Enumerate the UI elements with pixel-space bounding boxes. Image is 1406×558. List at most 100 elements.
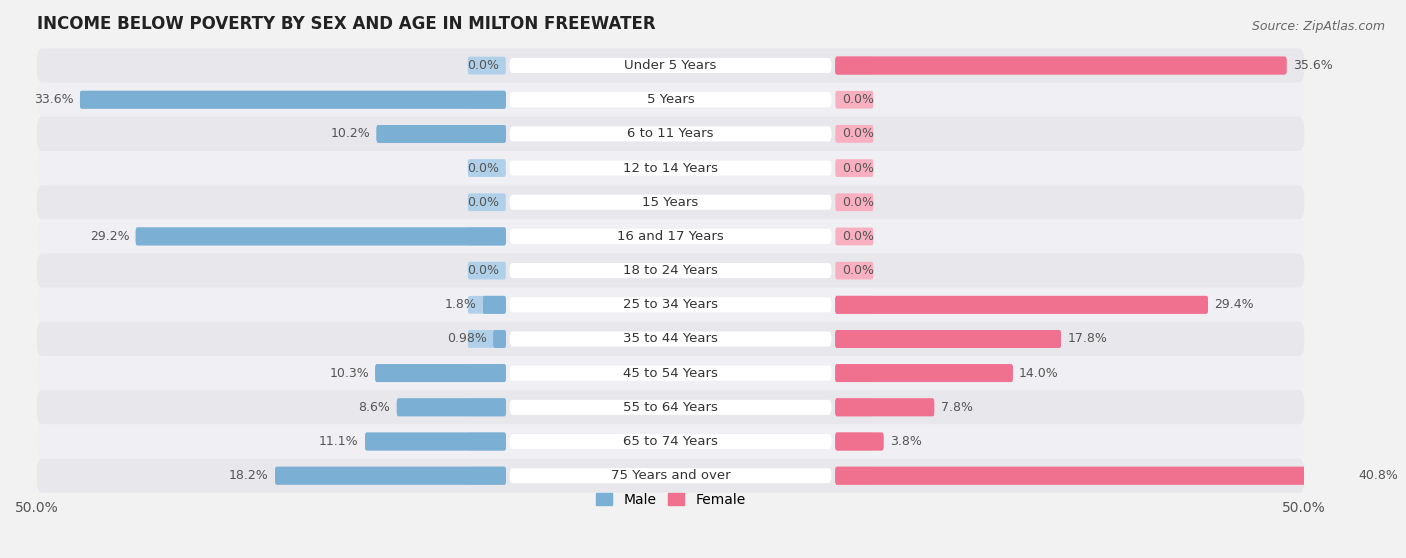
FancyBboxPatch shape bbox=[509, 331, 831, 347]
FancyBboxPatch shape bbox=[37, 49, 1305, 83]
FancyBboxPatch shape bbox=[276, 467, 506, 484]
FancyBboxPatch shape bbox=[835, 432, 883, 450]
FancyBboxPatch shape bbox=[835, 467, 873, 484]
Text: 1.8%: 1.8% bbox=[444, 299, 477, 311]
Text: 75 Years and over: 75 Years and over bbox=[610, 469, 730, 482]
FancyBboxPatch shape bbox=[396, 398, 506, 416]
FancyBboxPatch shape bbox=[509, 161, 831, 176]
FancyBboxPatch shape bbox=[276, 467, 506, 484]
FancyBboxPatch shape bbox=[37, 253, 1305, 288]
FancyBboxPatch shape bbox=[80, 91, 506, 109]
FancyBboxPatch shape bbox=[509, 365, 831, 381]
Text: 0.0%: 0.0% bbox=[842, 230, 873, 243]
FancyBboxPatch shape bbox=[377, 125, 506, 143]
FancyBboxPatch shape bbox=[494, 330, 506, 348]
FancyBboxPatch shape bbox=[136, 228, 506, 246]
FancyBboxPatch shape bbox=[468, 364, 506, 382]
Text: Under 5 Years: Under 5 Years bbox=[624, 59, 717, 72]
Text: 12 to 14 Years: 12 to 14 Years bbox=[623, 162, 718, 175]
FancyBboxPatch shape bbox=[835, 364, 873, 382]
FancyBboxPatch shape bbox=[37, 151, 1305, 185]
Text: Source: ZipAtlas.com: Source: ZipAtlas.com bbox=[1251, 20, 1385, 32]
FancyBboxPatch shape bbox=[375, 364, 506, 382]
FancyBboxPatch shape bbox=[468, 125, 506, 143]
Text: 65 to 74 Years: 65 to 74 Years bbox=[623, 435, 718, 448]
Text: 10.2%: 10.2% bbox=[330, 127, 370, 141]
FancyBboxPatch shape bbox=[835, 262, 873, 280]
Text: 7.8%: 7.8% bbox=[941, 401, 973, 414]
FancyBboxPatch shape bbox=[377, 125, 506, 143]
FancyBboxPatch shape bbox=[468, 432, 506, 450]
FancyBboxPatch shape bbox=[509, 229, 831, 244]
FancyBboxPatch shape bbox=[835, 159, 873, 177]
FancyBboxPatch shape bbox=[468, 262, 506, 280]
FancyBboxPatch shape bbox=[835, 330, 1062, 348]
FancyBboxPatch shape bbox=[468, 57, 506, 74]
FancyBboxPatch shape bbox=[835, 57, 1286, 74]
FancyBboxPatch shape bbox=[835, 296, 1208, 314]
FancyBboxPatch shape bbox=[835, 398, 934, 416]
Text: INCOME BELOW POVERTY BY SEX AND AGE IN MILTON FREEWATER: INCOME BELOW POVERTY BY SEX AND AGE IN M… bbox=[37, 15, 655, 33]
FancyBboxPatch shape bbox=[468, 398, 506, 416]
Text: 18 to 24 Years: 18 to 24 Years bbox=[623, 264, 718, 277]
FancyBboxPatch shape bbox=[835, 194, 873, 211]
FancyBboxPatch shape bbox=[136, 228, 506, 246]
FancyBboxPatch shape bbox=[37, 459, 1305, 493]
FancyBboxPatch shape bbox=[37, 117, 1305, 151]
Text: 40.8%: 40.8% bbox=[1358, 469, 1399, 482]
FancyBboxPatch shape bbox=[835, 91, 873, 109]
Text: 0.0%: 0.0% bbox=[842, 264, 873, 277]
Text: 0.0%: 0.0% bbox=[467, 196, 499, 209]
FancyBboxPatch shape bbox=[468, 228, 506, 246]
FancyBboxPatch shape bbox=[37, 390, 1305, 425]
Text: 0.98%: 0.98% bbox=[447, 333, 486, 345]
FancyBboxPatch shape bbox=[375, 364, 506, 382]
FancyBboxPatch shape bbox=[835, 57, 1286, 74]
FancyBboxPatch shape bbox=[835, 228, 873, 246]
FancyBboxPatch shape bbox=[835, 296, 1208, 314]
Text: 0.0%: 0.0% bbox=[467, 162, 499, 175]
FancyBboxPatch shape bbox=[37, 219, 1305, 253]
FancyBboxPatch shape bbox=[468, 91, 506, 109]
Text: 10.3%: 10.3% bbox=[329, 367, 368, 379]
FancyBboxPatch shape bbox=[484, 296, 506, 314]
FancyBboxPatch shape bbox=[835, 364, 1012, 382]
FancyBboxPatch shape bbox=[509, 297, 831, 312]
FancyBboxPatch shape bbox=[509, 263, 831, 278]
FancyBboxPatch shape bbox=[37, 322, 1305, 356]
Text: 3.8%: 3.8% bbox=[890, 435, 922, 448]
FancyBboxPatch shape bbox=[80, 91, 506, 109]
FancyBboxPatch shape bbox=[366, 432, 506, 450]
FancyBboxPatch shape bbox=[835, 330, 873, 348]
FancyBboxPatch shape bbox=[835, 125, 873, 143]
FancyBboxPatch shape bbox=[494, 330, 506, 348]
FancyBboxPatch shape bbox=[468, 159, 506, 177]
Text: 33.6%: 33.6% bbox=[34, 93, 73, 106]
Text: 5 Years: 5 Years bbox=[647, 93, 695, 106]
FancyBboxPatch shape bbox=[468, 330, 506, 348]
Text: 25 to 34 Years: 25 to 34 Years bbox=[623, 299, 718, 311]
FancyBboxPatch shape bbox=[509, 126, 831, 141]
FancyBboxPatch shape bbox=[835, 398, 873, 416]
FancyBboxPatch shape bbox=[37, 425, 1305, 459]
FancyBboxPatch shape bbox=[835, 330, 1062, 348]
FancyBboxPatch shape bbox=[509, 92, 831, 107]
Text: 11.1%: 11.1% bbox=[319, 435, 359, 448]
FancyBboxPatch shape bbox=[509, 468, 831, 483]
FancyBboxPatch shape bbox=[468, 296, 506, 314]
FancyBboxPatch shape bbox=[835, 467, 1353, 484]
Text: 0.0%: 0.0% bbox=[467, 59, 499, 72]
FancyBboxPatch shape bbox=[835, 467, 1353, 484]
Text: 35.6%: 35.6% bbox=[1294, 59, 1333, 72]
Text: 0.0%: 0.0% bbox=[842, 162, 873, 175]
Text: 0.0%: 0.0% bbox=[842, 196, 873, 209]
FancyBboxPatch shape bbox=[509, 195, 831, 210]
FancyBboxPatch shape bbox=[835, 432, 883, 450]
FancyBboxPatch shape bbox=[835, 398, 934, 416]
Text: 45 to 54 Years: 45 to 54 Years bbox=[623, 367, 718, 379]
Text: 35 to 44 Years: 35 to 44 Years bbox=[623, 333, 718, 345]
FancyBboxPatch shape bbox=[509, 400, 831, 415]
FancyBboxPatch shape bbox=[37, 356, 1305, 390]
FancyBboxPatch shape bbox=[396, 398, 506, 416]
Text: 29.4%: 29.4% bbox=[1215, 299, 1254, 311]
